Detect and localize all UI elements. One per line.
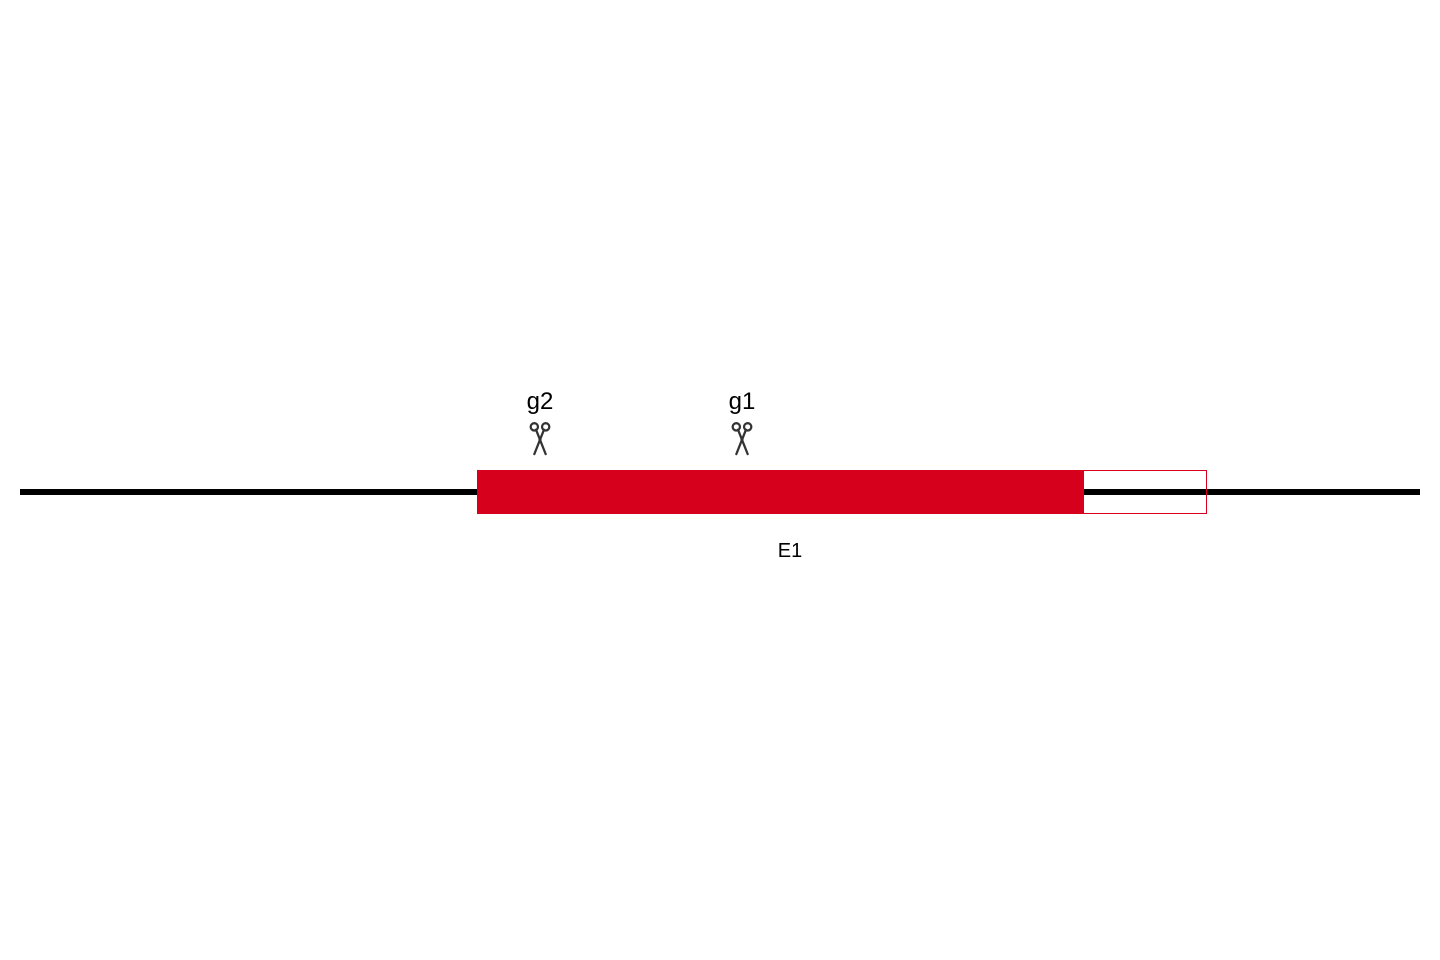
scissors-icon — [728, 420, 756, 461]
scissors-icon — [526, 420, 554, 461]
exon-label: E1 — [778, 540, 802, 563]
dna-line-left — [20, 489, 477, 495]
guide-label-g2: g2 — [527, 388, 554, 416]
exon-coding-region — [477, 470, 1084, 514]
dna-line-right — [1207, 489, 1420, 495]
guide-label-g1: g1 — [729, 388, 756, 416]
gene-diagram: E1 g2 g1 — [0, 0, 1440, 960]
